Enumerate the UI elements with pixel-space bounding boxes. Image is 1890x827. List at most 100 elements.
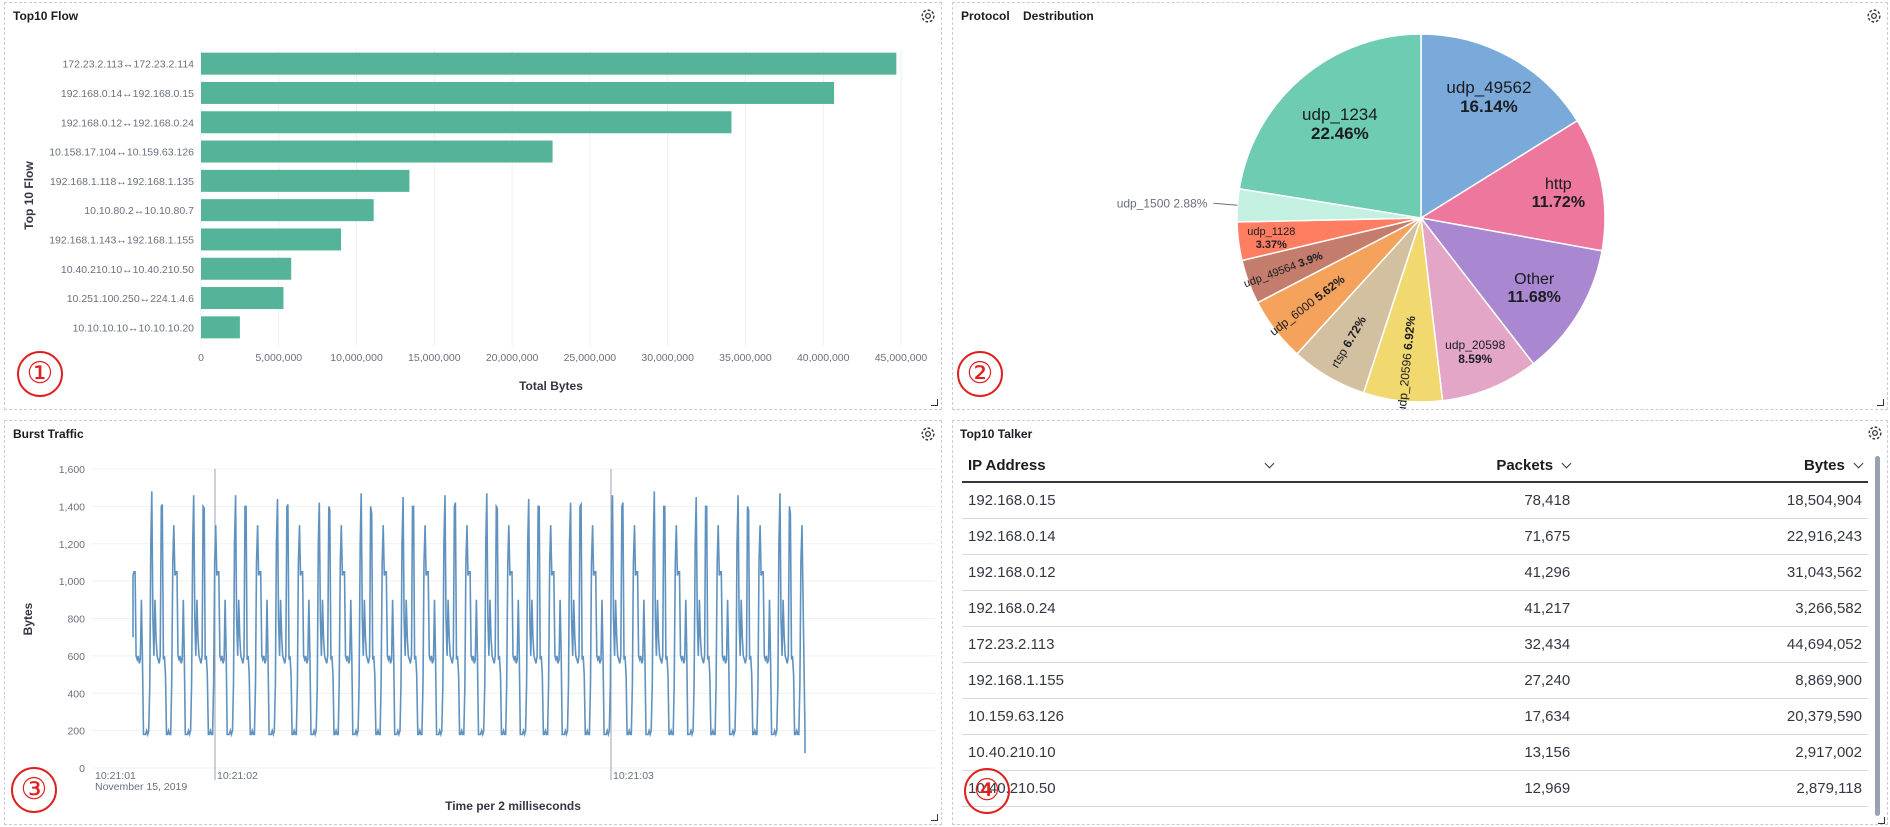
bar xyxy=(201,257,292,280)
y-axis-label: Top 10 Flow xyxy=(22,161,36,230)
y-tick-label: 10.10.80.2↔10.10.80.7 xyxy=(84,205,194,217)
y-tick-label: 1,200 xyxy=(59,539,85,551)
slice-percent: 3.37% xyxy=(1256,239,1287,251)
resize-handle[interactable] xyxy=(931,814,938,821)
cell-packets: 12,969 xyxy=(1278,770,1577,807)
y-axis-label: Bytes xyxy=(21,602,35,635)
bar xyxy=(201,287,284,310)
table-row[interactable]: 10.159.63.126 17,634 20,379,590 xyxy=(962,698,1868,735)
gear-icon[interactable] xyxy=(919,7,937,25)
bar xyxy=(201,111,732,134)
y-tick-label: 800 xyxy=(67,614,85,626)
panel-title: Burst Traffic xyxy=(13,427,84,441)
panel-title-part2: Destribution xyxy=(1023,9,1094,23)
cell-packets: 41,217 xyxy=(1278,590,1577,627)
y-tick-label: 172.23.2.113↔172.23.2.114 xyxy=(62,59,194,71)
slice-label: Other xyxy=(1514,271,1555,288)
resize-handle[interactable] xyxy=(1878,817,1885,824)
gear-icon[interactable] xyxy=(1866,424,1884,442)
bar xyxy=(201,81,835,104)
table-row[interactable]: 10.40.210.50 12,969 2,879,118 xyxy=(962,770,1868,807)
burst-traffic-panel: Burst Traffic 0 200 400 600 800 1,000 1,200 1,4… xyxy=(4,420,942,825)
x-tick-label: 10:21:01 xyxy=(95,770,136,782)
slice-percent: 22.46% xyxy=(1311,124,1369,143)
x-tick-label: 20,000,000 xyxy=(486,352,539,364)
bar xyxy=(201,228,341,251)
table-header-row: IP Address Packets Bytes xyxy=(962,450,1868,483)
column-header-packets[interactable]: Packets xyxy=(1278,450,1577,483)
cell-bytes: 2,879,118 xyxy=(1576,770,1868,807)
top10-flow-panel: Top10 Flow 0 5,000,000 10,000,000 15,000,00… xyxy=(4,2,942,410)
pie-slice xyxy=(1420,33,1579,220)
gear-icon[interactable] xyxy=(919,425,937,443)
y-tick-label: 200 xyxy=(67,726,85,738)
panel-badge: ① xyxy=(17,351,63,397)
chevron-down-icon[interactable] xyxy=(1264,458,1275,469)
slice-label: http xyxy=(1545,176,1572,193)
x-tick-label: 40,000,000 xyxy=(797,352,850,364)
cell-packets: 32,434 xyxy=(1278,626,1577,663)
cell-packets: 78,418 xyxy=(1278,482,1577,519)
slice-label: udp_20598 xyxy=(1445,338,1505,352)
cell-bytes: 8,869,900 xyxy=(1576,662,1868,699)
x-tick-sublabel: November 15, 2019 xyxy=(95,781,187,793)
table-row[interactable]: 192.168.0.24 41,217 3,266,582 xyxy=(962,590,1868,627)
y-tick-label: 10.10.10.10↔10.10.10.20 xyxy=(73,322,195,334)
cell-ip: 192.168.0.14 xyxy=(962,518,1279,555)
gear-icon[interactable] xyxy=(1865,7,1883,25)
bar xyxy=(201,52,897,75)
column-header-bytes[interactable]: Bytes xyxy=(1576,450,1868,483)
panel-badge: ④ xyxy=(964,768,1010,814)
table-row[interactable]: 10.40.210.10 13,156 2,917,002 xyxy=(962,734,1868,771)
series-line xyxy=(132,491,806,754)
resize-handle[interactable] xyxy=(931,399,938,406)
cell-packets: 17,634 xyxy=(1278,698,1577,735)
table-scrollbar[interactable] xyxy=(1875,456,1880,816)
x-tick-label: 0 xyxy=(198,352,204,364)
resize-handle[interactable] xyxy=(1877,399,1884,406)
y-tick-label: 400 xyxy=(67,688,85,700)
y-tick-label: 1,400 xyxy=(59,501,85,513)
y-tick-label: 192.168.0.12↔192.168.0.24 xyxy=(61,117,194,129)
x-tick-label: 10:21:03 xyxy=(613,770,654,782)
x-tick-label: 10:21:02 xyxy=(217,770,258,782)
y-tick-label: 0 xyxy=(79,763,85,775)
y-tick-label: 192.168.0.14↔192.168.0.15 xyxy=(61,88,194,100)
x-axis-label: Time per 2 milliseconds xyxy=(445,799,581,813)
y-tick-label: 192.168.1.143↔192.168.1.155 xyxy=(49,234,194,246)
cell-packets: 13,156 xyxy=(1278,734,1577,771)
column-header-ip[interactable]: IP Address xyxy=(962,450,1279,483)
cell-ip: 10.159.63.126 xyxy=(962,698,1279,735)
cell-bytes: 18,504,904 xyxy=(1576,482,1868,519)
table-row[interactable]: 192.168.0.15 78,418 18,504,904 xyxy=(962,482,1868,519)
cell-ip: 192.168.0.15 xyxy=(962,482,1279,519)
x-tick-label: 45,000,000 xyxy=(875,352,928,364)
slice-name: udp_20596 xyxy=(1394,349,1414,409)
bar xyxy=(201,316,240,339)
panel-badge: ② xyxy=(957,351,1003,397)
table-row[interactable]: 192.168.0.12 41,296 31,043,562 xyxy=(962,554,1868,591)
slice-label: udp_20596 6.92% xyxy=(1394,315,1418,409)
y-tick-label: 600 xyxy=(67,651,85,663)
bar xyxy=(201,199,374,222)
table-row[interactable]: 192.168.1.155 27,240 8,869,900 xyxy=(962,662,1868,699)
table-row[interactable]: 192.168.0.14 71,675 22,916,243 xyxy=(962,518,1868,555)
slice-percent: 6.92% xyxy=(1401,315,1418,351)
top10-talker-content: Top10 Talker IP Address Packets Bytes 19… xyxy=(952,0,1888,827)
cell-ip: 192.168.0.24 xyxy=(962,590,1279,627)
cell-ip: 172.23.2.113 xyxy=(962,626,1279,663)
column-label: Bytes xyxy=(1803,457,1845,474)
cell-bytes: 20,379,590 xyxy=(1576,698,1868,735)
cell-bytes: 31,043,562 xyxy=(1576,554,1868,591)
pie-slice xyxy=(1419,215,1535,402)
slice-label-group: udp_20596 6.92% xyxy=(1394,315,1418,409)
chevron-down-icon[interactable] xyxy=(1853,458,1864,469)
panel-title: Top10 Talker xyxy=(960,427,1033,441)
chevron-down-icon[interactable] xyxy=(1561,458,1572,469)
table-row[interactable]: 172.23.2.113 32,434 44,694,052 xyxy=(962,626,1868,663)
